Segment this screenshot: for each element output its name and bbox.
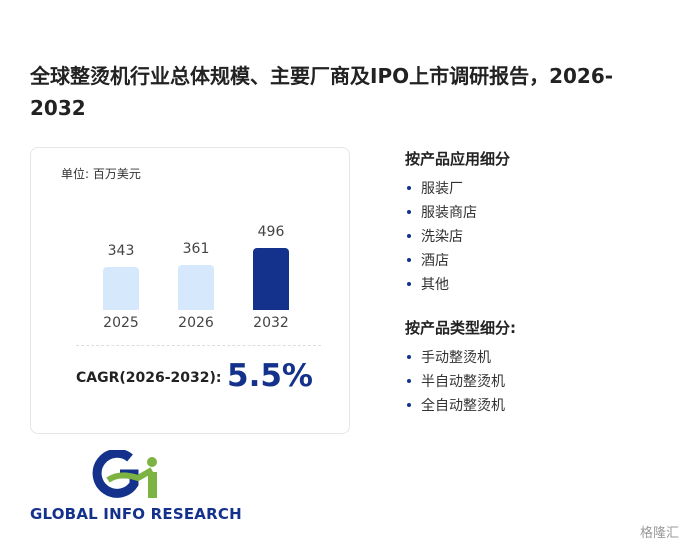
logo-dot [147,457,157,467]
bullet [407,258,411,262]
segment-heading: 按产品应用细分 [405,150,511,168]
segment-item: 服装厂 [421,181,463,197]
segment-item: 洗染店 [421,229,463,245]
category-label: 2025 [103,315,139,331]
segment-item: 全自动整烫机 [421,398,505,414]
logo-g [92,450,139,498]
logo-swoosh [106,467,154,483]
category-label: 2026 [178,315,214,331]
bullet [407,379,411,383]
segment-item: 酒店 [421,253,449,269]
bullet [407,186,411,190]
logo-i [148,472,157,498]
segment-item: 半自动整烫机 [421,374,505,390]
chart-card: 单位: 百万美元 CAGR(2026-2032): 5.5% 343 2025 36… [30,147,350,434]
bullet [407,210,411,214]
segment-item: 手动整烫机 [421,350,491,366]
value-label: 343 [107,243,135,260]
bullet [407,403,411,407]
bar [103,267,139,310]
segment-heading: 按产品类型细分: [405,319,516,337]
category-label: 2032 [253,315,289,331]
segment-item: 服装商店 [421,205,477,221]
cagr-value: 5.5% [227,358,313,394]
report-title: 全球整烫机行业总体规模、主要厂商及IPO上市调研报告，2026-2032 [30,64,614,120]
cagr-label: CAGR(2026-2032): [76,370,222,386]
unit-label: 单位: 百万美元 [61,167,141,181]
footer-brand: 格隆汇 [640,526,680,541]
logo-text: GLOBAL INFO RESEARCH [30,505,242,523]
bullet [407,234,411,238]
segment-item: 其他 [421,277,449,293]
value-label: 496 [257,224,285,240]
bullet [407,355,411,359]
logo-mark [92,450,157,498]
bar [253,248,289,310]
bullet [407,282,411,286]
value-label: 361 [182,240,210,257]
bar [178,264,214,310]
divider [76,345,321,346]
